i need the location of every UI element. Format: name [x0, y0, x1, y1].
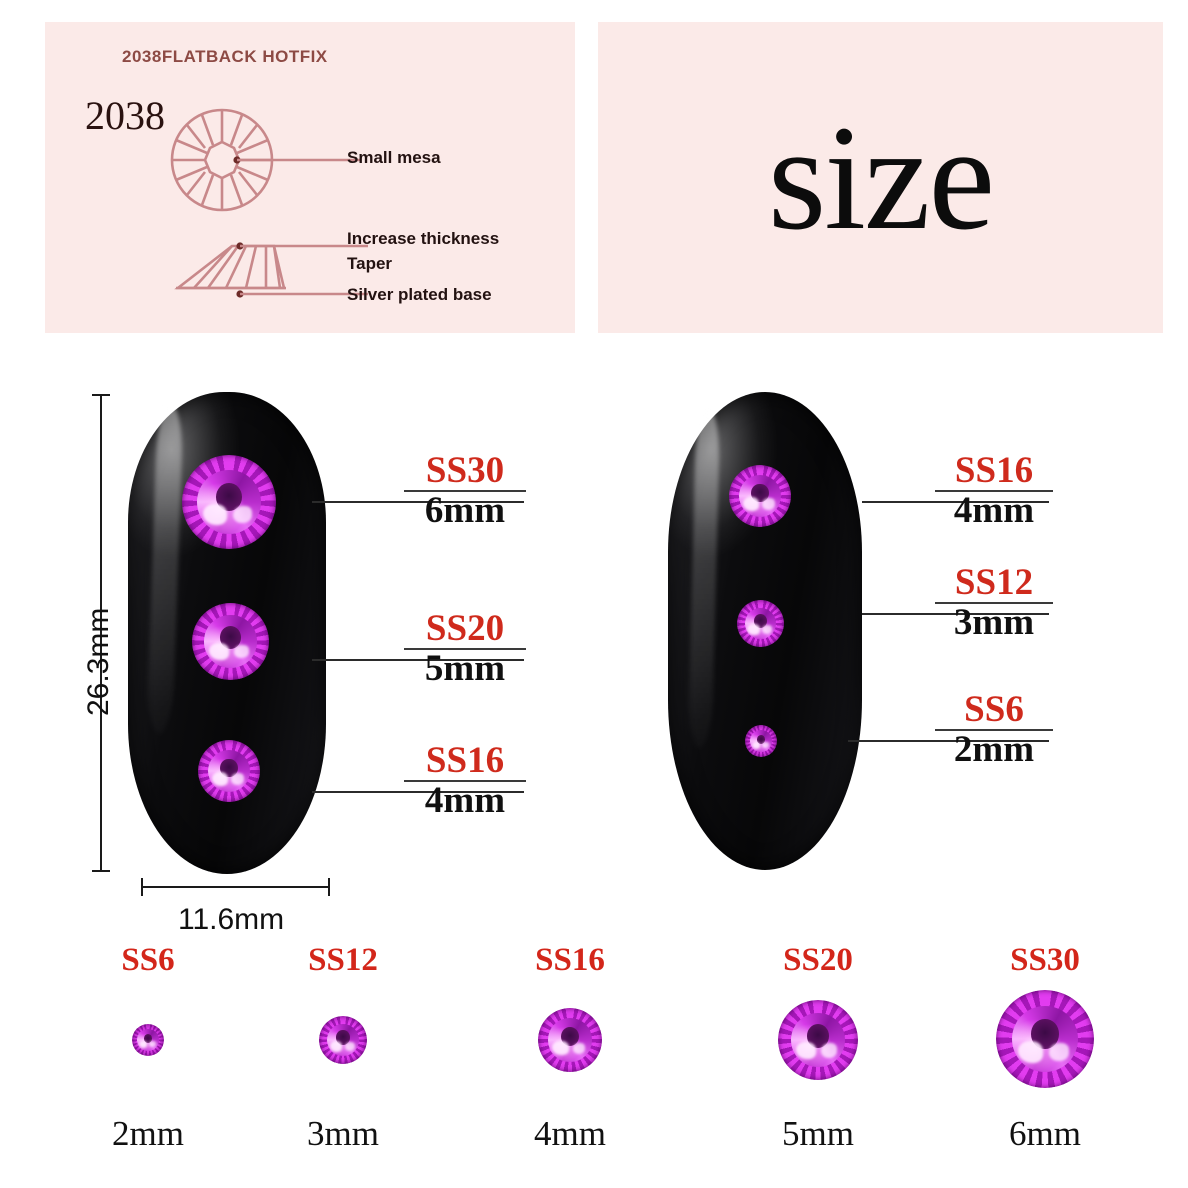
stone-top-view-diagram [170, 108, 360, 212]
callout-ss20-mm: 5mm [424, 647, 506, 689]
nail-height-dimension-label: 26.3mm [82, 607, 115, 716]
size-row-ss12-mm: 3mm [307, 1114, 379, 1153]
size-heading-text: size [767, 94, 995, 261]
callout-ss16-left-size: SS16 [425, 740, 505, 781]
callout-label-small-mesa: Small mesa [347, 148, 441, 167]
nail-width-dimension-label: 11.6mm [178, 903, 285, 936]
size-heading: size [598, 22, 1163, 333]
callout-ss12-size: SS12 [954, 562, 1034, 603]
size-row-item-ss12: SS12 3mm [273, 942, 413, 1162]
size-row-item-ss20: SS20 5mm [748, 942, 888, 1162]
size-row-ss16-label: SS16 [535, 942, 605, 978]
callout-ss6-mm: 2mm [953, 728, 1035, 770]
size-row-item-ss30: SS30 6mm [975, 942, 1115, 1162]
gem-ss16-on-nail [198, 740, 260, 802]
panel-header-title: 2038FLATBACK HOTFIX [122, 47, 328, 66]
callout-ss30-size: SS30 [425, 450, 505, 491]
callout-ss6-size: SS6 [964, 689, 1024, 730]
size-row-ss6-mm: 2mm [112, 1114, 184, 1153]
size-row-ss20-mm: 5mm [782, 1114, 854, 1153]
callout-ss16-left-mm: 4mm [424, 779, 506, 821]
size-row-gem-ss16 [538, 1008, 602, 1072]
callout-ss12-mm: 3mm [953, 601, 1035, 643]
size-row-gem-ss6 [132, 1024, 164, 1056]
size-row-ss20-label: SS20 [783, 942, 853, 978]
nail-height-dimension-line [92, 394, 110, 872]
callout-label-silver-plated-base: Silver plated base [347, 285, 492, 304]
gem-ss6-on-nail [745, 725, 777, 757]
size-title-panel [598, 22, 1163, 333]
gem-ss30-on-nail [182, 455, 276, 549]
size-row-gem-ss30 [996, 990, 1094, 1088]
callout-ss16-right-mm: 4mm [953, 489, 1035, 531]
callout-label-increase-thickness: Increase thickness [347, 229, 500, 248]
size-row-gem-ss12 [319, 1016, 367, 1064]
size-row-item-ss6: SS6 2mm [78, 942, 218, 1162]
size-row-ss30-mm: 6mm [1009, 1114, 1081, 1153]
size-row-item-ss16: SS16 4mm [500, 942, 640, 1162]
size-row-ss30-label: SS30 [1010, 942, 1080, 978]
size-row-ss16-mm: 4mm [534, 1114, 606, 1153]
gem-ss20-on-nail [192, 603, 269, 680]
nail-width-dimension-line [141, 878, 330, 896]
callout-ss30-mm: 6mm [424, 489, 506, 531]
callout-ss20-size: SS20 [425, 608, 505, 649]
gem-ss16-on-nail-right [729, 465, 791, 527]
product-diagram-panel [45, 22, 575, 333]
size-row-ss6-label: SS6 [121, 942, 175, 978]
callout-label-taper: Taper [347, 254, 393, 273]
callout-ss16-right-size: SS16 [954, 450, 1034, 491]
product-code-label: 2038 [85, 93, 165, 138]
gem-ss12-on-nail [737, 600, 784, 647]
size-row-ss12-label: SS12 [308, 942, 378, 978]
size-row-gem-ss20 [778, 1000, 858, 1080]
stone-side-view-diagram [174, 242, 368, 298]
